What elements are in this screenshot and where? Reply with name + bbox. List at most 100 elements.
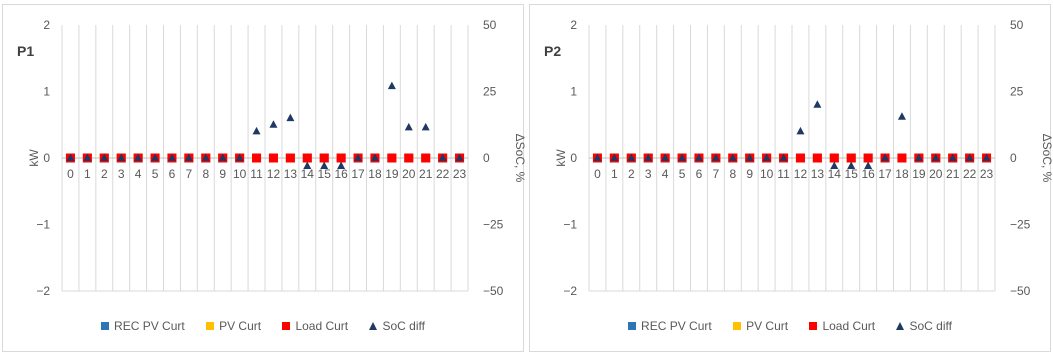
x-tick-label: 18 xyxy=(895,167,909,181)
x-tick-label: 19 xyxy=(912,167,926,181)
soc-diff-marker xyxy=(387,81,396,90)
legend-swatch xyxy=(896,322,905,330)
chart-title: P1 xyxy=(17,43,35,59)
soc-diff-marker xyxy=(644,153,653,161)
y-tick-label: 1 xyxy=(43,85,50,99)
x-tick-label: 5 xyxy=(152,167,159,181)
x-tick-label: 21 xyxy=(946,167,960,181)
soc-diff-marker xyxy=(134,153,143,161)
legend-item-rec-pv-curt: REC PV Curt xyxy=(628,319,712,333)
x-tick-label: 2 xyxy=(101,167,108,181)
marker-load-curt xyxy=(812,153,822,163)
legend-label: PV Curt xyxy=(219,319,262,333)
x-tick-label: 10 xyxy=(760,167,774,181)
soc-diff-marker xyxy=(66,153,75,161)
soc-diff-marker xyxy=(184,153,193,161)
marker-load-curt xyxy=(863,153,873,163)
soc-diff-marker xyxy=(320,161,329,169)
soc-diff-marker xyxy=(201,153,210,161)
x-tick-label: 20 xyxy=(929,167,943,181)
y2-tick-label: −25 xyxy=(1010,218,1031,232)
soc-diff-marker xyxy=(404,122,413,131)
soc-diff-marker xyxy=(965,153,974,161)
soc-diff-marker xyxy=(813,100,822,108)
legend-label: SoC diff xyxy=(382,319,425,333)
legend-label: PV Curt xyxy=(746,319,789,333)
soc-diff-marker xyxy=(303,161,312,169)
y-tick-label: −1 xyxy=(563,218,577,232)
soc-diff-marker xyxy=(711,153,720,161)
legend-item-pv-curt: PV Curt xyxy=(733,319,788,333)
soc-diff-marker xyxy=(354,153,363,161)
y-tick-label: 2 xyxy=(43,18,50,32)
legend-swatch xyxy=(369,322,378,330)
y-axis-title: kW xyxy=(554,149,568,167)
marker-load-curt xyxy=(829,153,839,163)
x-tick-label: 21 xyxy=(419,167,433,181)
legend-item-load-curt: Load Curt xyxy=(282,319,348,333)
y2-tick-label: 0 xyxy=(1010,151,1017,165)
y2-axis-title: ΔSoC, % xyxy=(1040,134,1052,183)
x-tick-label: 8 xyxy=(729,167,736,181)
x-tick-label: 1 xyxy=(84,167,91,181)
y2-tick-label: 25 xyxy=(1010,85,1024,99)
soc-diff-marker xyxy=(438,153,447,161)
x-tick-label: 2 xyxy=(628,167,635,181)
x-tick-label: 0 xyxy=(67,167,74,181)
soc-diff-marker xyxy=(218,153,227,161)
legend-label: REC PV Curt xyxy=(641,319,712,333)
marker-load-curt xyxy=(795,153,805,163)
soc-diff-marker xyxy=(252,126,261,135)
x-tick-label: 16 xyxy=(334,167,348,181)
soc-diff-marker xyxy=(83,153,92,161)
y2-tick-label: 0 xyxy=(483,151,490,165)
x-tick-label: 7 xyxy=(186,167,193,181)
soc-diff-marker xyxy=(779,153,788,161)
soc-diff-marker xyxy=(982,153,991,161)
soc-diff-marker xyxy=(728,153,737,161)
x-tick-label: 23 xyxy=(980,167,994,181)
soc-diff-marker xyxy=(881,153,890,161)
y2-tick-label: 50 xyxy=(483,18,497,32)
x-tick-label: 18 xyxy=(368,167,382,181)
y-tick-label: −1 xyxy=(36,218,50,232)
legend-item-pv-curt: PV Curt xyxy=(206,319,261,333)
soc-diff-marker xyxy=(847,161,856,169)
x-tick-label: 6 xyxy=(169,167,176,181)
x-tick-label: 9 xyxy=(219,167,226,181)
soc-diff-marker xyxy=(864,161,873,169)
soc-diff-marker xyxy=(830,161,839,169)
chart-legend: REC PV Curt PV Curt Load Curt SoC diff xyxy=(3,319,523,333)
x-tick-label: 3 xyxy=(118,167,125,181)
x-tick-label: 16 xyxy=(861,167,875,181)
marker-load-curt xyxy=(421,153,431,163)
x-tick-label: 14 xyxy=(301,167,315,181)
soc-diff-marker xyxy=(762,153,771,161)
soc-diff-marker xyxy=(286,113,295,122)
soc-diff-marker xyxy=(593,153,602,161)
x-tick-label: 6 xyxy=(696,167,703,181)
marker-load-curt xyxy=(846,153,856,163)
legend-label: REC PV Curt xyxy=(114,319,185,333)
x-tick-label: 12 xyxy=(794,167,808,181)
marker-load-curt xyxy=(285,153,295,163)
x-tick-label: 17 xyxy=(878,167,892,181)
legend-swatch xyxy=(809,322,818,330)
soc-diff-marker xyxy=(100,153,109,161)
x-tick-label: 10 xyxy=(233,167,247,181)
soc-diff-marker xyxy=(661,153,670,161)
y2-tick-label: −50 xyxy=(1010,284,1031,298)
x-tick-label: 13 xyxy=(811,167,825,181)
x-tick-label: 13 xyxy=(284,167,298,181)
x-tick-label: 15 xyxy=(845,167,859,181)
y2-tick-label: −25 xyxy=(483,218,504,232)
soc-diff-marker xyxy=(117,153,126,161)
y-tick-label: 1 xyxy=(570,85,577,99)
marker-load-curt xyxy=(319,153,329,163)
marker-load-curt xyxy=(336,153,346,163)
soc-diff-marker xyxy=(421,122,430,131)
legend-item-soc-diff: SoC diff xyxy=(369,319,425,333)
legend-item-load-curt: Load Curt xyxy=(809,319,875,333)
